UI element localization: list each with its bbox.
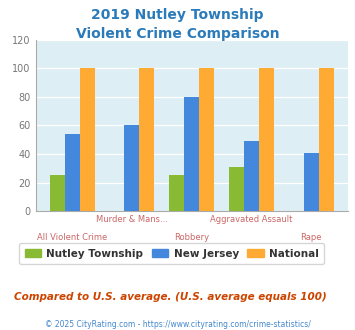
Bar xyxy=(80,68,94,211)
Bar xyxy=(304,152,319,211)
Text: All Violent Crime: All Violent Crime xyxy=(37,233,107,242)
Bar xyxy=(259,68,274,211)
Bar xyxy=(125,125,140,211)
Bar xyxy=(140,68,154,211)
Text: Robbery: Robbery xyxy=(174,233,209,242)
Bar xyxy=(184,97,199,211)
Bar xyxy=(319,68,334,211)
Text: Violent Crime Comparison: Violent Crime Comparison xyxy=(76,27,279,41)
Text: Compared to U.S. average. (U.S. average equals 100): Compared to U.S. average. (U.S. average … xyxy=(14,292,327,302)
Text: Aggravated Assault: Aggravated Assault xyxy=(210,214,293,223)
Bar xyxy=(199,68,214,211)
Bar xyxy=(244,141,259,211)
Text: © 2025 CityRating.com - https://www.cityrating.com/crime-statistics/: © 2025 CityRating.com - https://www.city… xyxy=(45,320,310,329)
Bar xyxy=(65,134,80,211)
Bar xyxy=(169,176,184,211)
Text: 2019 Nutley Township: 2019 Nutley Township xyxy=(91,8,264,22)
Bar xyxy=(50,176,65,211)
Bar xyxy=(229,167,244,211)
Text: Murder & Mans...: Murder & Mans... xyxy=(96,214,168,223)
Legend: Nutley Township, New Jersey, National: Nutley Township, New Jersey, National xyxy=(20,243,324,264)
Text: Rape: Rape xyxy=(301,233,322,242)
